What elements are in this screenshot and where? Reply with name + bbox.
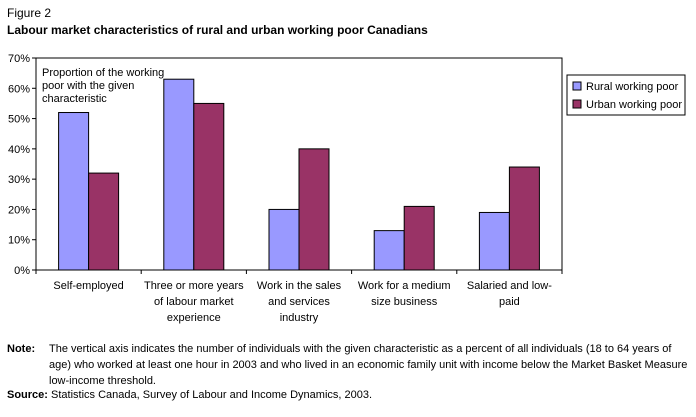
x-tick-label: of labour market: [154, 296, 233, 308]
bar: [163, 78, 195, 271]
figure-title: Labour market characteristics of rural a…: [7, 23, 428, 37]
x-tick-label: industry: [280, 312, 319, 324]
y-tick-label: 70%: [8, 53, 30, 65]
source-label: Source:: [7, 389, 48, 401]
source: Source: Statistics Canada, Survey of Lab…: [7, 389, 372, 401]
x-tick-label: paid: [499, 296, 520, 308]
figure-label: Figure 2: [7, 6, 52, 20]
bar: [268, 208, 300, 271]
x-tick-label: Three or more years: [144, 280, 244, 292]
bar: [88, 172, 120, 271]
legend-swatch: [572, 99, 582, 109]
note-label: Note:: [7, 343, 36, 355]
bar: [58, 112, 90, 271]
x-tick-label: Self-employed: [53, 280, 123, 292]
y-tick-label: 40%: [8, 144, 30, 156]
bar: [373, 230, 405, 271]
x-tick-label: Work in the sales: [257, 280, 342, 292]
bar-chart: 0% 10% 20% 30% 40% 50% 60% 70% Self-employed Thre…: [8, 53, 686, 324]
legend-swatch: [572, 81, 582, 91]
y-tick-label: 0%: [14, 265, 30, 277]
bar: [298, 148, 330, 271]
x-tick-label: experience: [167, 312, 221, 324]
legend-label: Urban working poor: [586, 99, 682, 111]
bar: [193, 102, 225, 271]
note-text: The vertical axis indicates the number o…: [49, 343, 688, 387]
x-tick-label: Salaried and low-: [467, 280, 552, 292]
bar: [403, 205, 435, 271]
x-tick-label: size business: [371, 296, 438, 308]
x-tick-label: Work for a medium: [358, 280, 451, 292]
source-text: Statistics Canada, Survey of Labour and …: [51, 389, 373, 401]
annotation-text: characteristic: [42, 93, 107, 105]
y-tick-label: 20%: [8, 204, 30, 216]
y-tick-label: 60%: [8, 83, 30, 95]
y-tick-label: 10%: [8, 235, 30, 247]
annotation-text: poor with the given: [42, 80, 134, 92]
bar: [478, 211, 510, 271]
legend-label: Rural working poor: [586, 81, 679, 93]
legend: [566, 74, 686, 116]
annotation-text: Proportion of the working: [42, 67, 164, 79]
x-tick-label: and services: [268, 296, 330, 308]
bar: [508, 166, 540, 271]
y-tick-label: 50%: [8, 114, 30, 126]
y-tick-label: 30%: [8, 174, 30, 186]
